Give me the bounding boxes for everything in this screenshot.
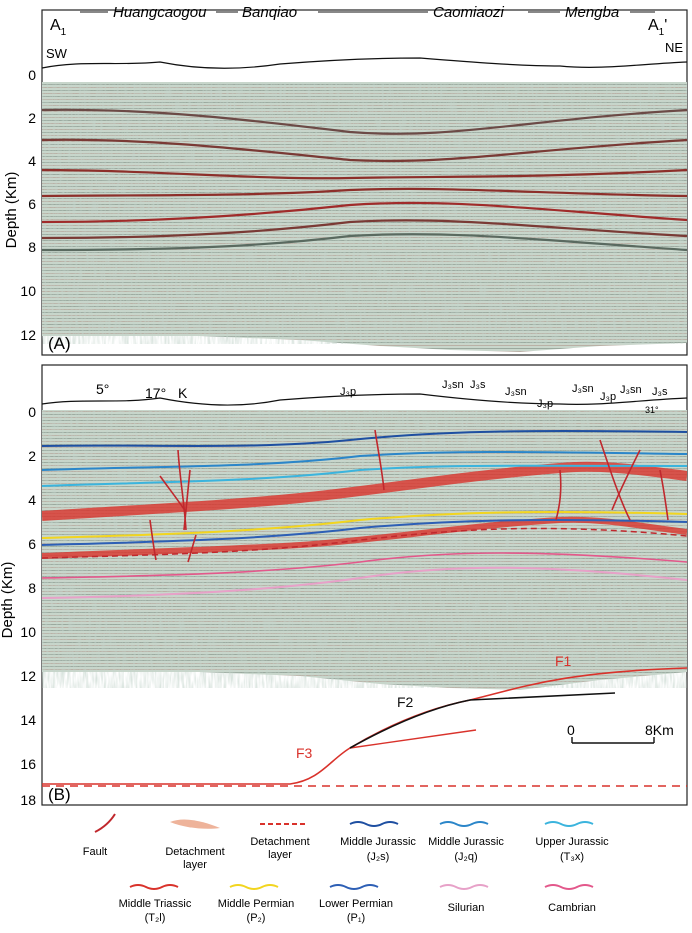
topography-a xyxy=(41,57,688,69)
svg-text:Fault: Fault xyxy=(83,846,107,858)
svg-text:2: 2 xyxy=(28,448,36,464)
svg-text:(T₃x): (T₃x) xyxy=(560,851,584,863)
legend-item-silurian: Silurian xyxy=(439,884,489,914)
svg-text:(P₁): (P₁) xyxy=(347,912,365,924)
surface-formation-labels: J₃p J₃sn J₃s J₃sn J₃p J₃sn J₃p J₃sn J₃s xyxy=(340,379,668,410)
svg-text:layer: layer xyxy=(183,859,207,871)
label-a1: A1 xyxy=(50,17,67,38)
legend-item-t3x: Upper Jurassic (T₃x) xyxy=(535,821,609,863)
svg-text:J₃s: J₃s xyxy=(470,379,486,391)
svg-text:2: 2 xyxy=(28,110,36,126)
svg-text:(J₂s): (J₂s) xyxy=(367,851,390,863)
svg-text:14: 14 xyxy=(20,712,36,728)
svg-text:6: 6 xyxy=(28,536,36,552)
label-a1-prime: A1' xyxy=(648,17,667,38)
svg-text:J₃sn: J₃sn xyxy=(505,386,527,398)
svg-text:8Km: 8Km xyxy=(645,722,674,738)
y-axis-title-a: Depth (Km) xyxy=(3,172,20,249)
legend-item-t2l: Middle Triassic (T₂l) xyxy=(119,884,192,924)
legend-item-detachment-dashed: Detachment layer xyxy=(250,823,310,861)
seismic-horizons-b xyxy=(42,410,687,688)
legend: Fault Detachment layer Detachment layer … xyxy=(83,813,609,924)
place-caomiaozi: Caomiaozi xyxy=(433,4,505,21)
topography-b xyxy=(41,393,688,406)
svg-text:layer: layer xyxy=(268,849,292,861)
svg-text:8: 8 xyxy=(28,239,36,255)
svg-text:Detachment: Detachment xyxy=(250,836,309,848)
label-sw: SW xyxy=(46,46,68,61)
panel-letter-a: (A) xyxy=(48,334,71,353)
svg-text:Upper Jurassic: Upper Jurassic xyxy=(535,836,609,848)
svg-text:(J₂q): (J₂q) xyxy=(454,851,477,863)
svg-text:0: 0 xyxy=(567,722,575,738)
svg-text:12: 12 xyxy=(20,668,36,684)
svg-text:16: 16 xyxy=(20,756,36,772)
svg-text:18: 18 xyxy=(20,792,36,808)
svg-text:0: 0 xyxy=(28,67,36,83)
seismic-reflectors-a xyxy=(42,82,687,344)
fault-label-f1: F1 xyxy=(555,653,572,669)
legend-item-detachment-layer: Detachment layer xyxy=(165,819,225,871)
svg-text:0: 0 xyxy=(28,404,36,420)
dip-mid: 17° xyxy=(145,385,166,401)
panel-letter-b: (B) xyxy=(48,785,71,804)
svg-text:J₃p: J₃p xyxy=(537,398,553,410)
svg-text:J₃s: J₃s xyxy=(652,386,668,398)
deep-fault-model xyxy=(42,667,688,787)
svg-text:(T₂l): (T₂l) xyxy=(145,912,166,924)
legend-item-j2q: Middle Jurassic (J₂q) xyxy=(428,821,504,863)
svg-text:Silurian: Silurian xyxy=(448,902,485,914)
svg-text:12: 12 xyxy=(20,327,36,343)
svg-text:Middle Jurassic: Middle Jurassic xyxy=(428,836,504,848)
svg-text:10: 10 xyxy=(20,624,36,640)
svg-text:J₃p: J₃p xyxy=(600,391,616,403)
svg-text:Cambrian: Cambrian xyxy=(548,902,596,914)
dip-left: 5° xyxy=(96,381,109,397)
panel-a: A1 A1' SW NE Huangcaogou Banqiao Caomiao… xyxy=(3,4,688,356)
panel-b: 5° 17° K 31° J₃p J₃sn J₃s J₃sn J₃p J₃sn … xyxy=(0,364,688,808)
legend-item-p2: Middle Permian (P₂) xyxy=(218,884,294,924)
svg-text:Middle Triassic: Middle Triassic xyxy=(119,898,192,910)
svg-text:Detachment: Detachment xyxy=(165,846,224,858)
scale-bar: 0 8Km xyxy=(567,722,674,744)
y-axis-b: 0 2 4 6 8 10 12 14 16 18 xyxy=(20,404,36,808)
svg-text:J₃sn: J₃sn xyxy=(442,379,464,391)
svg-text:10: 10 xyxy=(20,283,36,299)
label-ne: NE xyxy=(665,40,683,55)
dip-right: 31° xyxy=(645,405,659,415)
svg-text:Lower Permian: Lower Permian xyxy=(319,898,393,910)
svg-text:Middle Jurassic: Middle Jurassic xyxy=(340,836,416,848)
svg-text:J₃sn: J₃sn xyxy=(572,383,594,395)
y-axis-title-b: Depth (Km) xyxy=(0,562,16,639)
place-huangcaogou: Huangcaogou xyxy=(113,4,207,21)
label-k: K xyxy=(178,385,188,401)
fault-label-f3: F3 xyxy=(296,745,313,761)
place-banqiao: Banqiao xyxy=(242,4,297,21)
y-axis-a: 0 2 4 6 8 10 12 xyxy=(20,67,36,343)
legend-item-p1: Lower Permian (P₁) xyxy=(319,884,393,924)
fault-label-f2: F2 xyxy=(397,694,414,710)
svg-text:4: 4 xyxy=(28,492,36,508)
place-mengba: Mengba xyxy=(565,4,619,21)
svg-text:4: 4 xyxy=(28,153,36,169)
legend-item-fault: Fault xyxy=(83,813,116,858)
legend-item-cambrian: Cambrian xyxy=(544,884,596,914)
svg-text:6: 6 xyxy=(28,196,36,212)
legend-item-j2s: Middle Jurassic (J₂s) xyxy=(340,821,416,863)
svg-text:Middle Permian: Middle Permian xyxy=(218,898,294,910)
svg-text:J₃p: J₃p xyxy=(340,386,356,398)
svg-text:(P₂): (P₂) xyxy=(247,912,266,924)
svg-text:8: 8 xyxy=(28,580,36,596)
svg-text:J₃sn: J₃sn xyxy=(620,384,642,396)
